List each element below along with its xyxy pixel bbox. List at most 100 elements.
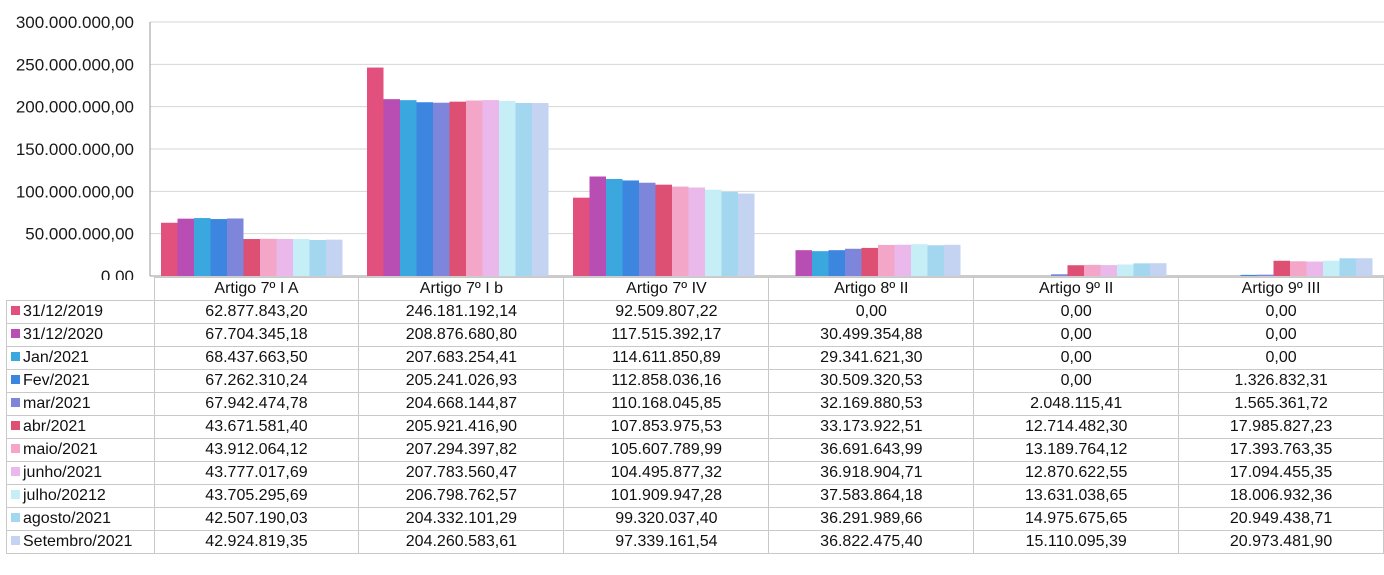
bar [672, 186, 689, 276]
data-label: 14.975.675,65 [973, 507, 1180, 531]
bar [1356, 258, 1373, 276]
bar-chart: 0,00 50.000.000,00 100.000.000,00 150.000.0… [16, 13, 1384, 280]
bar [499, 100, 516, 277]
data-label: 207.783.560,47 [358, 461, 565, 485]
data-label: 99.320.037,40 [563, 507, 770, 531]
bar [1117, 264, 1134, 276]
table-row: agosto/2021 42.507.190,03 204.332.101,29 99… [6, 507, 1384, 531]
data-label: 17.393.763,35 [1178, 438, 1384, 462]
bar [1339, 258, 1356, 276]
bar [705, 189, 722, 276]
data-label: 110.168.045,85 [563, 392, 770, 416]
data-label: 36.822.475,40 [768, 530, 975, 554]
data-label: 29.341.621,30 [768, 346, 975, 370]
legend-label: abr/2021 [23, 418, 87, 435]
data-label: 206.798.762,57 [358, 484, 565, 508]
bar [1290, 261, 1307, 276]
x-tick-label: Artigo 7º IV [563, 277, 770, 301]
bar [606, 178, 623, 276]
legend-swatch [11, 444, 20, 453]
bar [227, 218, 244, 276]
legend-swatch [11, 329, 20, 338]
x-tick-label: Artigo 8º II [768, 277, 975, 301]
data-label: 112.858.036,16 [563, 369, 770, 393]
bar [1084, 264, 1101, 276]
y-tick-label: 200.000.000,00 [16, 98, 134, 117]
bar [210, 219, 227, 276]
data-label: 36.691.643,99 [768, 438, 975, 462]
data-label: 43.777.017,69 [153, 461, 360, 485]
table-row: Fev/2021 67.262.310,24 205.241.026,93 112.8… [6, 369, 1384, 393]
data-label: 101.909.947,28 [563, 484, 770, 508]
bar [449, 101, 466, 276]
data-label: 204.332.101,29 [358, 507, 565, 531]
legend-label: 31/12/2019 [23, 303, 104, 320]
bar [1133, 263, 1150, 276]
legend-entry: abr/2021 [6, 415, 155, 439]
y-axis: 0,00 50.000.000,00 100.000.000,00 150.000.0… [16, 13, 151, 280]
bar [1323, 260, 1340, 276]
data-label: 208.876.680,80 [358, 323, 565, 347]
bar [812, 251, 829, 276]
data-label: 117.515.392,17 [563, 323, 770, 347]
legend-label: Setembro/2021 [23, 533, 133, 550]
bar [309, 240, 326, 276]
bar [276, 238, 293, 276]
table-row: julho/20212 43.705.295,69 206.798.762,57 10… [6, 484, 1384, 508]
data-label: 18.006.932,36 [1178, 484, 1384, 508]
data-label: 15.110.095,39 [973, 530, 1180, 554]
bar [400, 100, 417, 276]
data-label: 67.262.310,24 [153, 369, 360, 393]
legend-label: agosto/2021 [23, 510, 112, 527]
bar [927, 245, 944, 276]
y-tick-label: 150.000.000,00 [16, 140, 134, 159]
data-label: 114.611.850,89 [563, 346, 770, 370]
legend-swatch [11, 398, 20, 407]
data-label: 42.924.819,35 [153, 530, 360, 554]
bar [828, 250, 845, 276]
data-label: 0,00 [973, 346, 1180, 370]
legend-label: maio/2021 [23, 441, 98, 458]
bar [1306, 261, 1323, 276]
data-label: 13.631.038,65 [973, 484, 1180, 508]
bar [738, 193, 755, 276]
data-label: 2.048.115,41 [973, 392, 1180, 416]
x-tick-label: Artigo 9º II [973, 277, 1180, 301]
data-label: 0,00 [973, 300, 1180, 324]
data-label: 67.704.345,18 [153, 323, 360, 347]
data-label: 105.607.789,99 [563, 438, 770, 462]
data-label: 104.495.877,32 [563, 461, 770, 485]
legend-label: Jan/2021 [23, 349, 89, 366]
data-label: 1.326.832,31 [1178, 369, 1384, 393]
legend-swatch [11, 513, 20, 522]
data-label: 20.949.438,71 [1178, 507, 1384, 531]
bar [944, 244, 961, 276]
bar [383, 99, 400, 276]
bar [795, 250, 812, 276]
legend-label: junho/2021 [23, 464, 103, 481]
data-label: 13.189.764,12 [973, 438, 1180, 462]
legend-entry: Setembro/2021 [6, 530, 155, 554]
bar [1257, 274, 1274, 276]
bar [293, 238, 310, 276]
bar [260, 238, 277, 276]
data-label: 97.339.161,54 [563, 530, 770, 554]
legend-entry: mar/2021 [6, 392, 155, 416]
data-label: 0,00 [1178, 300, 1384, 324]
data-label: 67.942.474,78 [153, 392, 360, 416]
data-label: 36.918.904,71 [768, 461, 975, 485]
bar [573, 197, 590, 276]
bar [326, 239, 343, 276]
data-label: 12.870.622,55 [973, 461, 1180, 485]
table-row: 31/12/2020 67.704.345,18 208.876.680,80 117… [6, 323, 1384, 347]
bar [367, 67, 384, 276]
bar [466, 100, 483, 276]
table-row: junho/2021 43.777.017,69 207.783.560,47 104… [6, 461, 1384, 485]
y-tick-label: 250.000.000,00 [16, 55, 134, 74]
bar [894, 244, 911, 276]
table-row: 31/12/2019 62.877.843,20 246.181.192,14 92.… [6, 300, 1384, 324]
data-label: 205.241.026,93 [358, 369, 565, 393]
bar [845, 248, 862, 276]
legend-swatch [11, 490, 20, 499]
bar [194, 218, 211, 276]
